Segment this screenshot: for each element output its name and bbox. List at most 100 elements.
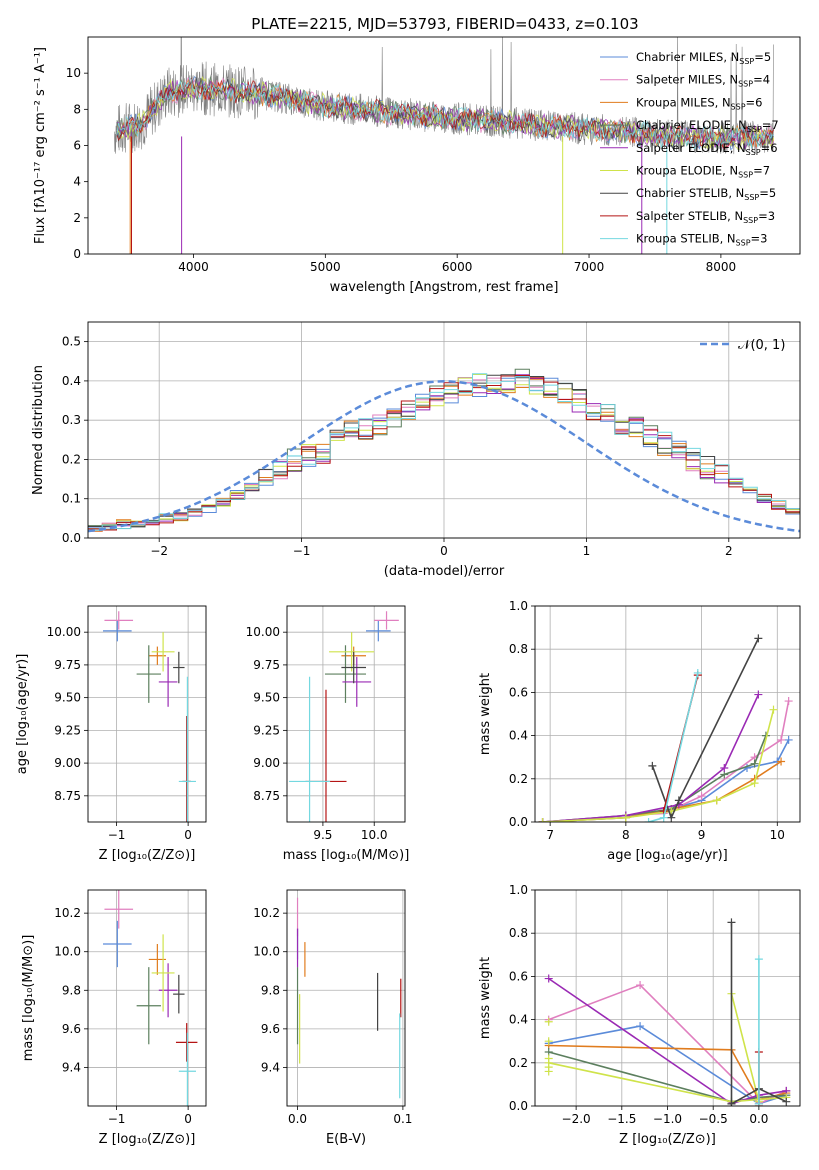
y-axis-label: mass [log₁₀(M/M⊙)] bbox=[21, 935, 36, 1062]
y-tick-label: 8 bbox=[73, 102, 81, 116]
mass-weight-line bbox=[548, 1025, 787, 1105]
model-spectrum-line bbox=[116, 77, 774, 150]
mass-weight-marker bbox=[750, 759, 759, 768]
y-tick-label: 10.00 bbox=[246, 625, 280, 639]
y-axis-label: age [log₁₀(age/yr)] bbox=[15, 654, 30, 775]
mass-weight-marker bbox=[697, 792, 706, 801]
mass-weight-marker bbox=[674, 796, 683, 805]
mass-weight-marker bbox=[784, 735, 793, 744]
y-tick-label: 1.0 bbox=[509, 599, 528, 613]
mass-weight-marker bbox=[538, 818, 547, 822]
y-tick-label: 9.00 bbox=[54, 756, 81, 770]
y-tick-label: 9.8 bbox=[62, 983, 81, 997]
x-tick-label: 10.0 bbox=[361, 828, 388, 842]
x-tick-label: 0 bbox=[184, 828, 192, 842]
plot-area bbox=[289, 611, 399, 822]
mass-weight-marker bbox=[712, 796, 721, 805]
residual-histogram bbox=[88, 373, 800, 531]
mass-weight-marker bbox=[659, 813, 668, 822]
x-tick-label: 9 bbox=[698, 828, 706, 842]
x-tick-label: 0.1 bbox=[393, 1112, 412, 1126]
y-tick-label: 9.75 bbox=[54, 658, 81, 672]
y-tick-label: 9.4 bbox=[261, 1060, 280, 1074]
mass-weight-marker bbox=[544, 974, 553, 983]
normal-curve bbox=[88, 380, 800, 533]
x-axis-label: wavelength [Angstrom, rest frame] bbox=[330, 280, 559, 295]
mass-weight-line bbox=[651, 638, 760, 820]
y-tick-label: 9.00 bbox=[253, 756, 280, 770]
mass-weight-marker bbox=[754, 955, 763, 964]
x-tick-label: −1 bbox=[108, 1112, 126, 1126]
residuals-panel: −2 −1 0 1 2 0.0 0.1 0.2 0.3 0.4 0.5 (data-model)/er… bbox=[31, 321, 801, 579]
plot-area bbox=[114, 37, 774, 254]
plot-area bbox=[103, 890, 198, 1106]
plot-area bbox=[103, 611, 196, 822]
axes-frame bbox=[286, 889, 406, 1107]
y-tick-label: 9.25 bbox=[253, 723, 280, 737]
y-tick-label: 0.2 bbox=[509, 772, 528, 786]
age-vs-metallicity-panel: −1 0 8.75 9.00 9.25 9.50 9.75 10.00 Z [log₁₀(Z/Z… bbox=[15, 605, 207, 863]
plot-area bbox=[538, 634, 793, 822]
x-tick-label: 0 bbox=[184, 1112, 192, 1126]
y-tick-label: 9.6 bbox=[62, 1022, 81, 1036]
x-tick-label: 10 bbox=[770, 828, 785, 842]
y-tick-label: 4 bbox=[73, 175, 81, 189]
y-tick-label: 0.0 bbox=[62, 531, 81, 545]
mass-weight-marker bbox=[754, 1099, 763, 1106]
mass-weight-marker bbox=[777, 735, 786, 744]
y-tick-label: 0.2 bbox=[62, 452, 81, 466]
x-tick-label: −2.0 bbox=[562, 1112, 591, 1126]
x-tick-label: −1.0 bbox=[653, 1112, 682, 1126]
x-tick-label: 9.5 bbox=[313, 828, 332, 842]
legend-label: Kroupa STELIB, NSSP=3 bbox=[636, 232, 767, 248]
y-axis-label: Normed distribution bbox=[31, 365, 46, 495]
x-axis-label: mass [log₁₀(M/M⊙)] bbox=[283, 848, 410, 863]
y-tick-label: 9.50 bbox=[54, 691, 81, 705]
mass-weight-marker bbox=[693, 668, 702, 677]
y-tick-label: 2 bbox=[73, 211, 81, 225]
x-tick-label: 6000 bbox=[442, 260, 473, 274]
x-tick-label: 2 bbox=[725, 544, 733, 558]
mass-weight-marker bbox=[636, 1022, 645, 1031]
mass-weight-marker bbox=[544, 1037, 553, 1046]
mass-weight-marker bbox=[750, 779, 759, 788]
y-tick-label: 10.2 bbox=[54, 906, 81, 920]
plot-area bbox=[88, 368, 800, 533]
mass-weight-marker bbox=[720, 764, 729, 772]
mass-weight-marker bbox=[544, 1017, 553, 1026]
y-tick-label: 0.0 bbox=[509, 1099, 528, 1113]
y-tick-label: 8.75 bbox=[253, 789, 280, 803]
x-tick-label: 7 bbox=[546, 828, 554, 842]
x-tick-label: 1 bbox=[583, 544, 591, 558]
mass-weight-line bbox=[548, 1062, 787, 1103]
y-tick-label: 0.3 bbox=[62, 413, 81, 427]
mass-weight-marker bbox=[754, 634, 763, 643]
x-tick-label: 4000 bbox=[178, 260, 209, 274]
y-tick-label: 8.75 bbox=[54, 789, 81, 803]
x-tick-label: −1 bbox=[108, 828, 126, 842]
axes-frame bbox=[87, 889, 207, 1107]
model-spectrum-line bbox=[116, 76, 774, 151]
y-axis-label: mass weight bbox=[478, 673, 493, 755]
y-tick-label: 0.8 bbox=[509, 926, 528, 940]
y-tick-label: 0.5 bbox=[62, 335, 81, 349]
mass-vs-ebv-panel: 0.0 0.1 9.4 9.6 9.8 10.0 10.2 E(B-V) bbox=[253, 889, 412, 1147]
y-tick-label: 0.4 bbox=[509, 1013, 528, 1027]
axes-frame bbox=[87, 321, 801, 539]
y-tick-label: 0.6 bbox=[509, 969, 528, 983]
y-tick-label: 1.0 bbox=[509, 883, 528, 897]
y-tick-label: 0.4 bbox=[509, 729, 528, 743]
y-tick-label: 9.25 bbox=[54, 723, 81, 737]
mass-weight-marker bbox=[544, 1063, 553, 1072]
mass-weight-marker bbox=[667, 813, 676, 822]
mass-weight-line bbox=[548, 977, 787, 1105]
x-tick-label: 0 bbox=[440, 544, 448, 558]
legend-label: Chabrier MILES, NSSP=5 bbox=[636, 50, 771, 66]
mass-weight-line bbox=[548, 984, 787, 1105]
y-tick-label: 0.6 bbox=[509, 685, 528, 699]
mass-weight-marker bbox=[544, 1054, 553, 1063]
x-axis-label: Z [log₁₀(Z/Z⊙)] bbox=[99, 848, 196, 863]
x-tick-label: 0.0 bbox=[288, 1112, 307, 1126]
mass-weight-marker bbox=[754, 690, 763, 699]
